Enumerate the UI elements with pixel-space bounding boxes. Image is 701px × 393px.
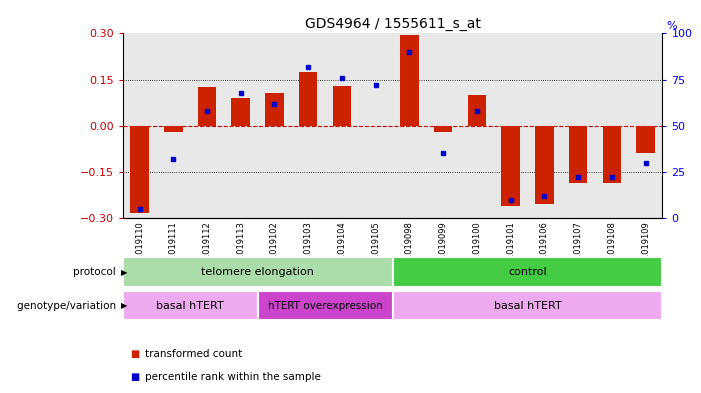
Bar bbox=[258, 291, 393, 320]
Text: %: % bbox=[667, 20, 677, 31]
Bar bbox=[123, 33, 156, 218]
Bar bbox=[603, 126, 621, 183]
Bar bbox=[569, 126, 587, 183]
Bar bbox=[258, 33, 292, 218]
Text: basal hTERT: basal hTERT bbox=[494, 301, 562, 310]
Bar bbox=[359, 33, 393, 218]
Text: telomere elongation: telomere elongation bbox=[201, 267, 314, 277]
Bar bbox=[494, 33, 528, 218]
Bar bbox=[198, 87, 217, 126]
Bar bbox=[156, 33, 190, 218]
Text: protocol: protocol bbox=[73, 267, 119, 277]
Text: ■: ■ bbox=[130, 349, 139, 359]
Bar bbox=[231, 98, 250, 126]
Bar bbox=[224, 33, 258, 218]
Bar bbox=[468, 95, 486, 126]
Bar bbox=[130, 126, 149, 213]
Bar bbox=[501, 126, 520, 206]
Text: genotype/variation: genotype/variation bbox=[17, 301, 119, 310]
Text: ▶: ▶ bbox=[121, 301, 128, 310]
Text: transformed count: transformed count bbox=[145, 349, 243, 359]
Text: percentile rank within the sample: percentile rank within the sample bbox=[145, 372, 321, 382]
Bar bbox=[299, 72, 318, 126]
Bar bbox=[123, 257, 393, 287]
Bar bbox=[190, 33, 224, 218]
Bar bbox=[393, 33, 426, 218]
Bar bbox=[434, 126, 452, 132]
Bar bbox=[562, 33, 595, 218]
Bar bbox=[292, 33, 325, 218]
Bar bbox=[637, 126, 655, 153]
Text: ■: ■ bbox=[130, 372, 139, 382]
Bar bbox=[164, 126, 182, 132]
Bar bbox=[123, 291, 258, 320]
Bar bbox=[595, 33, 629, 218]
Bar bbox=[400, 35, 418, 126]
Bar bbox=[629, 33, 662, 218]
Bar bbox=[333, 86, 351, 126]
Text: control: control bbox=[508, 267, 547, 277]
Bar bbox=[325, 33, 359, 218]
Bar bbox=[265, 94, 284, 126]
Text: hTERT overexpression: hTERT overexpression bbox=[268, 301, 383, 310]
Bar bbox=[535, 126, 554, 204]
Bar bbox=[528, 33, 562, 218]
Bar bbox=[460, 33, 494, 218]
Text: basal hTERT: basal hTERT bbox=[156, 301, 224, 310]
Title: GDS4964 / 1555611_s_at: GDS4964 / 1555611_s_at bbox=[305, 17, 480, 31]
Bar bbox=[393, 291, 662, 320]
Bar bbox=[426, 33, 460, 218]
Bar bbox=[393, 257, 662, 287]
Text: ▶: ▶ bbox=[121, 268, 128, 277]
